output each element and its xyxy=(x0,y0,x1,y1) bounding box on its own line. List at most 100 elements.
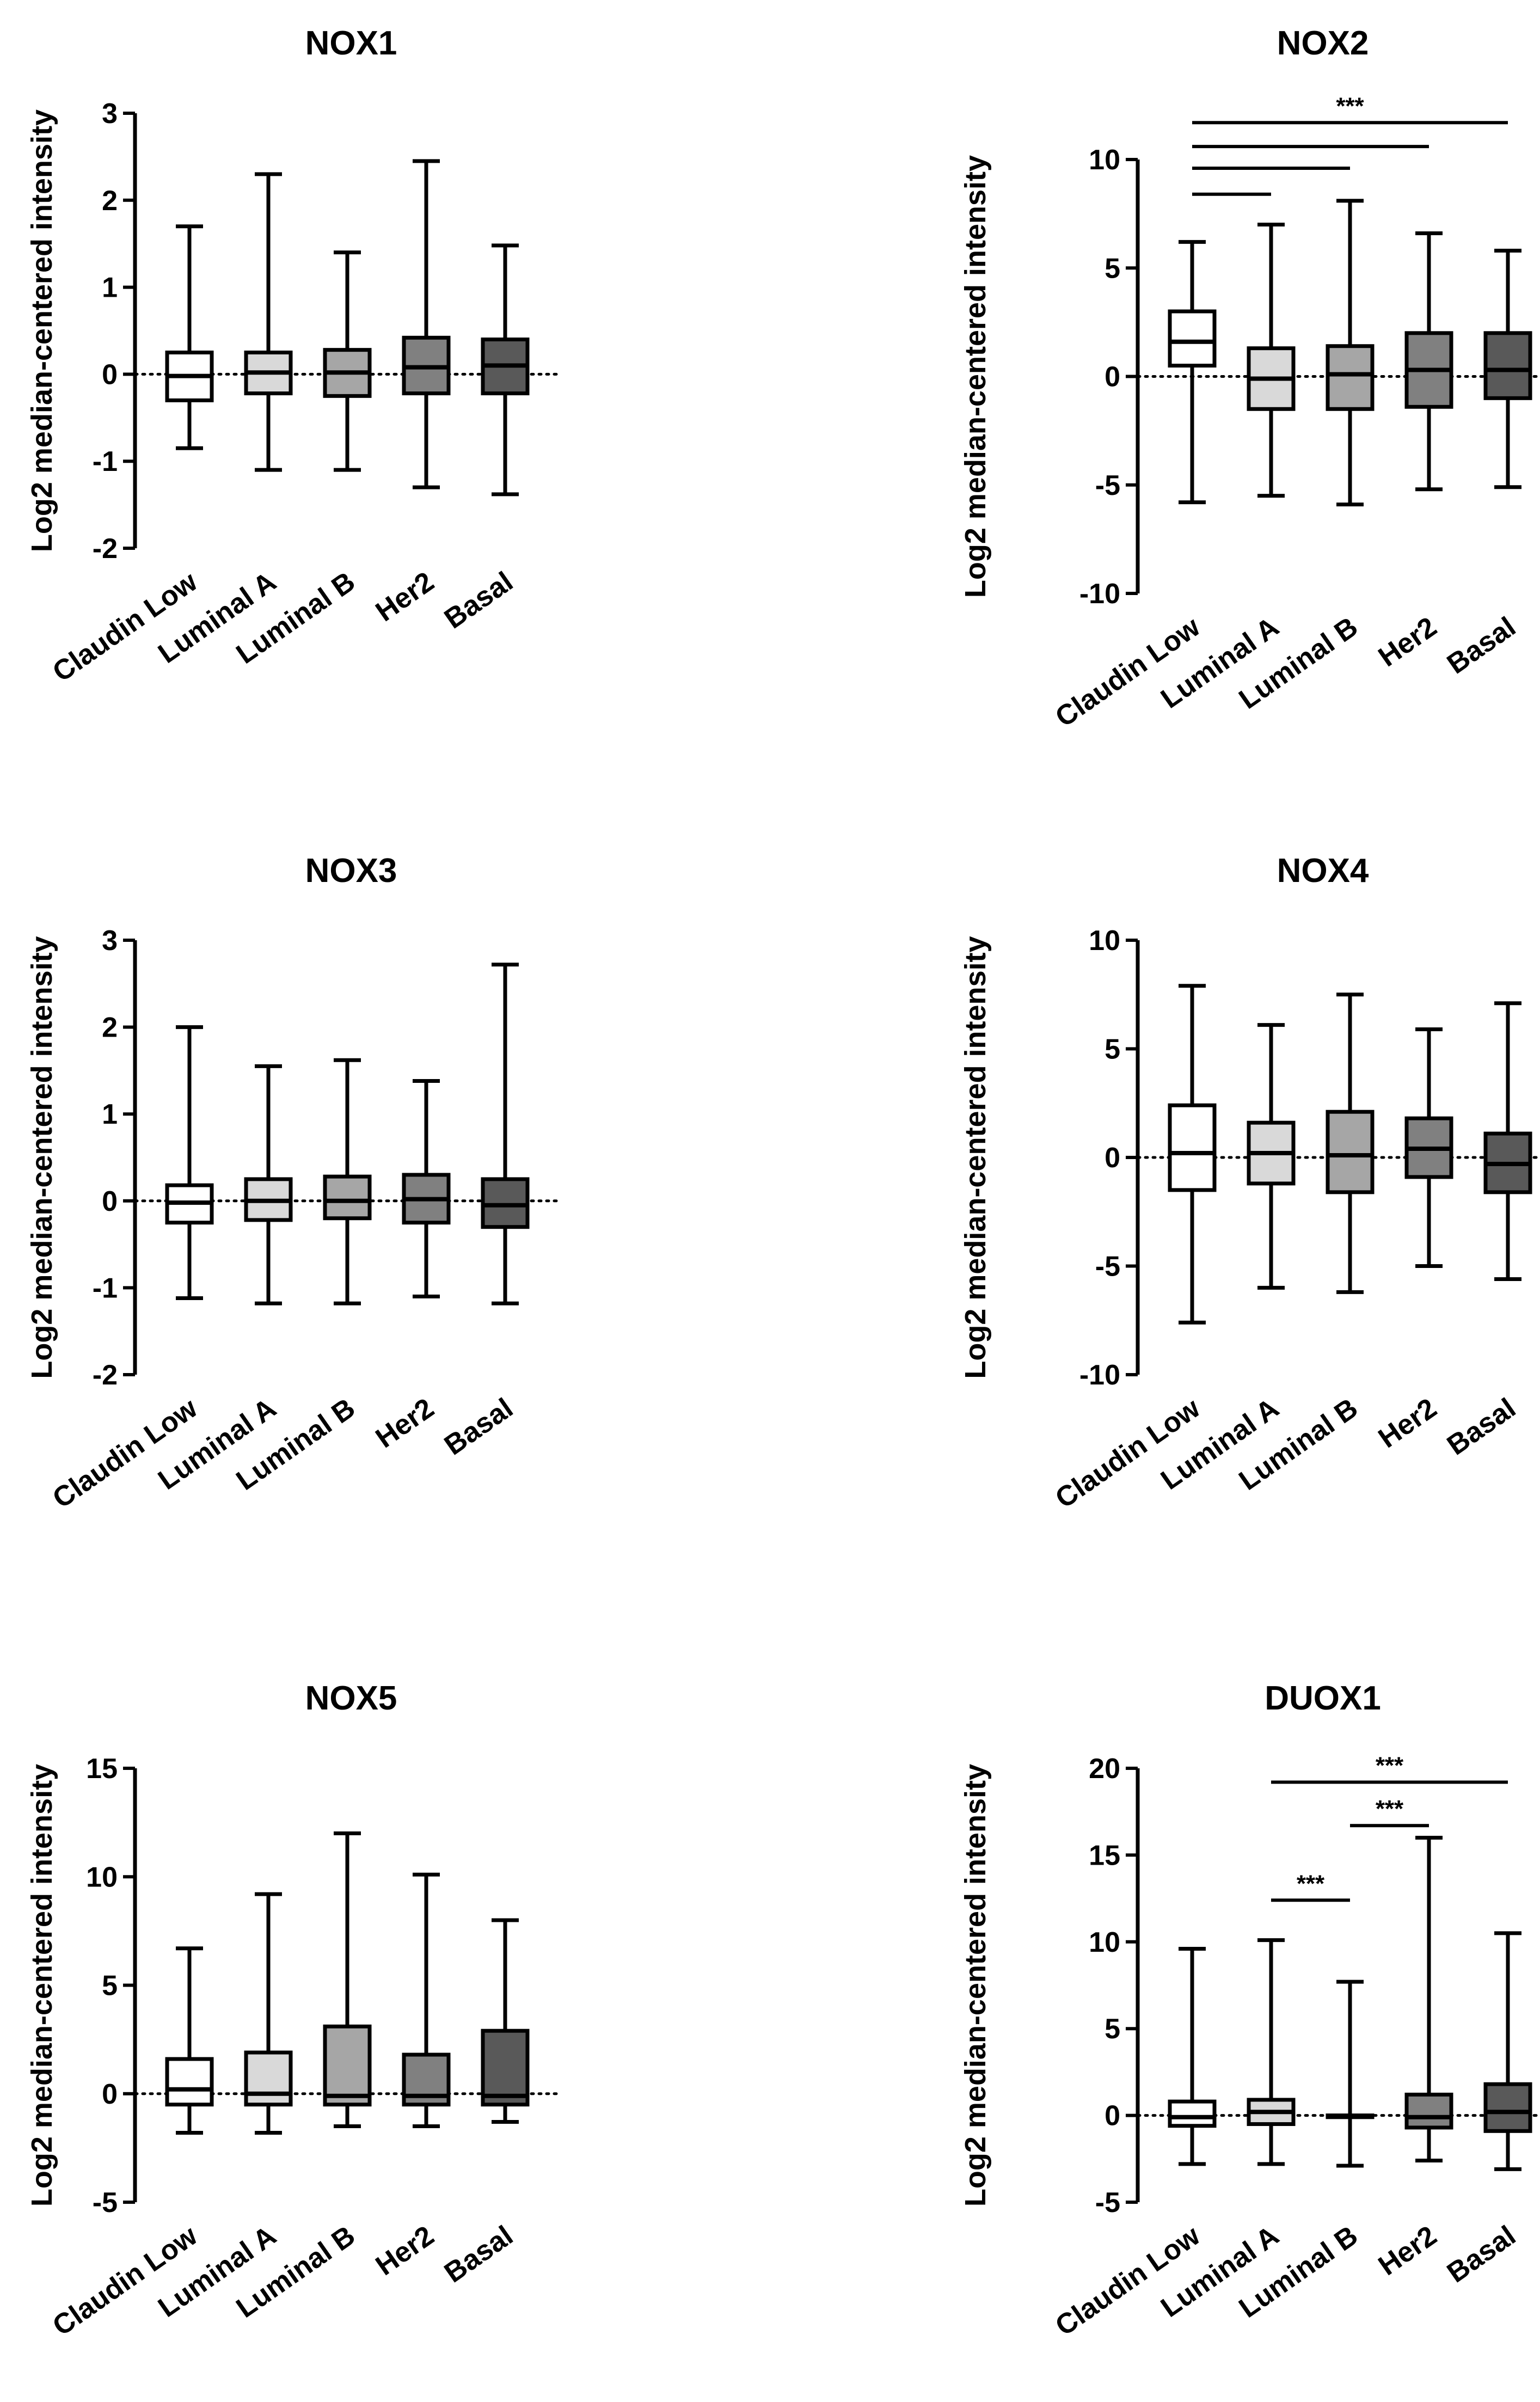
y-tick-label: 2 xyxy=(102,1012,118,1044)
box-iqr xyxy=(1326,1110,1375,1194)
significance-label: *** xyxy=(1297,1870,1325,1897)
y-tick-label: 0 xyxy=(102,2079,118,2110)
box-iqr xyxy=(481,2029,530,2107)
chart-panel-nox1: NOX1 Log2 median-centered intensity -2 -1 0 1… xyxy=(26,24,559,688)
x-category-label: Her2 xyxy=(370,566,440,628)
box-her2 xyxy=(402,159,451,489)
box-luminal-b xyxy=(323,1058,372,1306)
box-basal xyxy=(1483,248,1532,489)
box-basal xyxy=(1483,1931,1532,2171)
box-iqr xyxy=(1404,2092,1453,2130)
y-tick-label: 10 xyxy=(86,1861,118,1893)
box-claudin-low xyxy=(1168,984,1217,1325)
chart-title: NOX5 xyxy=(305,1680,397,1717)
y-tick-label: -5 xyxy=(1095,2187,1120,2219)
box-her2 xyxy=(1404,231,1453,492)
box-basal xyxy=(481,963,530,1306)
box-iqr xyxy=(1483,331,1532,400)
x-category-label: Her2 xyxy=(1373,2220,1443,2282)
y-tick-label: 20 xyxy=(1089,1753,1120,1785)
box-luminal-a xyxy=(1247,1938,1296,2166)
y-tick-label: -2 xyxy=(93,533,118,565)
significance-label: *** xyxy=(1376,1753,1404,1779)
y-tick-label: -10 xyxy=(1079,578,1120,610)
box-luminal-a xyxy=(244,1892,293,2135)
box-her2 xyxy=(402,1079,451,1298)
box-iqr xyxy=(323,2024,372,2107)
y-tick-label: 0 xyxy=(1105,1142,1120,1174)
box-iqr xyxy=(165,2057,214,2107)
box-iqr xyxy=(1326,344,1375,411)
y-tick-label: -2 xyxy=(93,1359,118,1391)
box-claudin-low xyxy=(1168,1947,1217,2166)
chart-title: NOX1 xyxy=(305,24,397,62)
x-category-label: Basal xyxy=(1441,611,1521,680)
y-tick-label: 3 xyxy=(102,98,118,130)
x-category-label: Her2 xyxy=(1373,611,1443,673)
y-tick-label: -1 xyxy=(93,446,118,477)
y-tick-label: -1 xyxy=(93,1272,118,1304)
box-iqr xyxy=(1168,1103,1217,1192)
y-tick-label: -5 xyxy=(1095,1251,1120,1283)
y-axis-label: Log2 median-centered intensity xyxy=(959,155,992,598)
box-luminal-b xyxy=(1326,199,1375,507)
box-basal xyxy=(481,1918,530,2124)
chart-title: NOX4 xyxy=(1277,852,1369,890)
y-tick-label: 5 xyxy=(102,1970,118,2002)
y-axis-label: Log2 median-centered intensity xyxy=(26,936,58,1378)
box-luminal-a xyxy=(1247,223,1296,498)
x-category-label: Basal xyxy=(439,2220,519,2289)
box-iqr xyxy=(1483,2082,1532,2133)
x-category-label: Her2 xyxy=(1373,1392,1443,1454)
chart-title: NOX3 xyxy=(305,852,397,890)
box-basal xyxy=(481,243,530,497)
y-tick-label: 0 xyxy=(1105,2100,1120,2132)
chart-panel-nox5: NOX5 Log2 median-centered intensity -5 0 5 10… xyxy=(26,1680,559,2342)
y-tick-label: 3 xyxy=(102,925,118,957)
box-luminal-a xyxy=(244,1064,293,1306)
chart-panel-nox4: NOX4 Log2 median-centered intensity -10 -5 0… xyxy=(959,852,1540,1515)
box-claudin-low xyxy=(165,1946,214,2135)
y-tick-label: 2 xyxy=(102,185,118,217)
box-luminal-a xyxy=(1247,1023,1296,1290)
box-iqr xyxy=(244,2050,293,2107)
box-luminal-a xyxy=(244,172,293,472)
y-tick-label: -10 xyxy=(1079,1359,1120,1391)
box-iqr xyxy=(1168,2099,1217,2128)
box-luminal-b xyxy=(1326,992,1375,1294)
y-tick-label: 0 xyxy=(1105,361,1120,393)
y-axis-label: Log2 median-centered intensity xyxy=(959,936,992,1378)
y-axis-label: Log2 median-centered intensity xyxy=(26,109,58,552)
chart-title: DUOX1 xyxy=(1265,1680,1381,1717)
box-iqr xyxy=(1168,309,1217,368)
y-tick-label: 1 xyxy=(102,272,118,304)
y-tick-label: 0 xyxy=(102,1186,118,1217)
y-axis-label: Log2 median-centered intensity xyxy=(959,1764,992,2207)
y-tick-label: -5 xyxy=(1095,470,1120,501)
box-her2 xyxy=(1404,1836,1453,2162)
y-tick-label: -5 xyxy=(93,2187,118,2219)
box-claudin-low xyxy=(165,1025,214,1301)
box-her2 xyxy=(402,1872,451,2129)
box-luminal-b xyxy=(323,1831,372,2129)
y-tick-label: 0 xyxy=(102,359,118,390)
box-her2 xyxy=(1404,1027,1453,1268)
y-tick-label: 10 xyxy=(1089,1927,1120,1958)
y-tick-label: 1 xyxy=(102,1099,118,1130)
x-category-label: Basal xyxy=(439,1392,519,1461)
y-tick-label: 10 xyxy=(1089,925,1120,957)
chart-title: NOX2 xyxy=(1277,24,1369,62)
chart-panel-nox2: NOX2 Log2 median-centered intensity -10 -5 0… xyxy=(959,24,1540,733)
box-claudin-low xyxy=(1168,240,1217,505)
x-category-label: Basal xyxy=(439,566,519,635)
x-category-label: Her2 xyxy=(370,1392,440,1454)
box-luminal-b xyxy=(1326,1980,1375,2168)
y-axis-label: Log2 median-centered intensity xyxy=(26,1764,58,2207)
box-claudin-low xyxy=(165,224,214,450)
y-tick-label: 5 xyxy=(1105,2013,1120,2045)
x-category-label: Basal xyxy=(1441,1392,1521,1461)
x-category-label: Basal xyxy=(1441,2220,1521,2289)
y-tick-label: 5 xyxy=(1105,253,1120,284)
box-luminal-b xyxy=(323,250,372,472)
